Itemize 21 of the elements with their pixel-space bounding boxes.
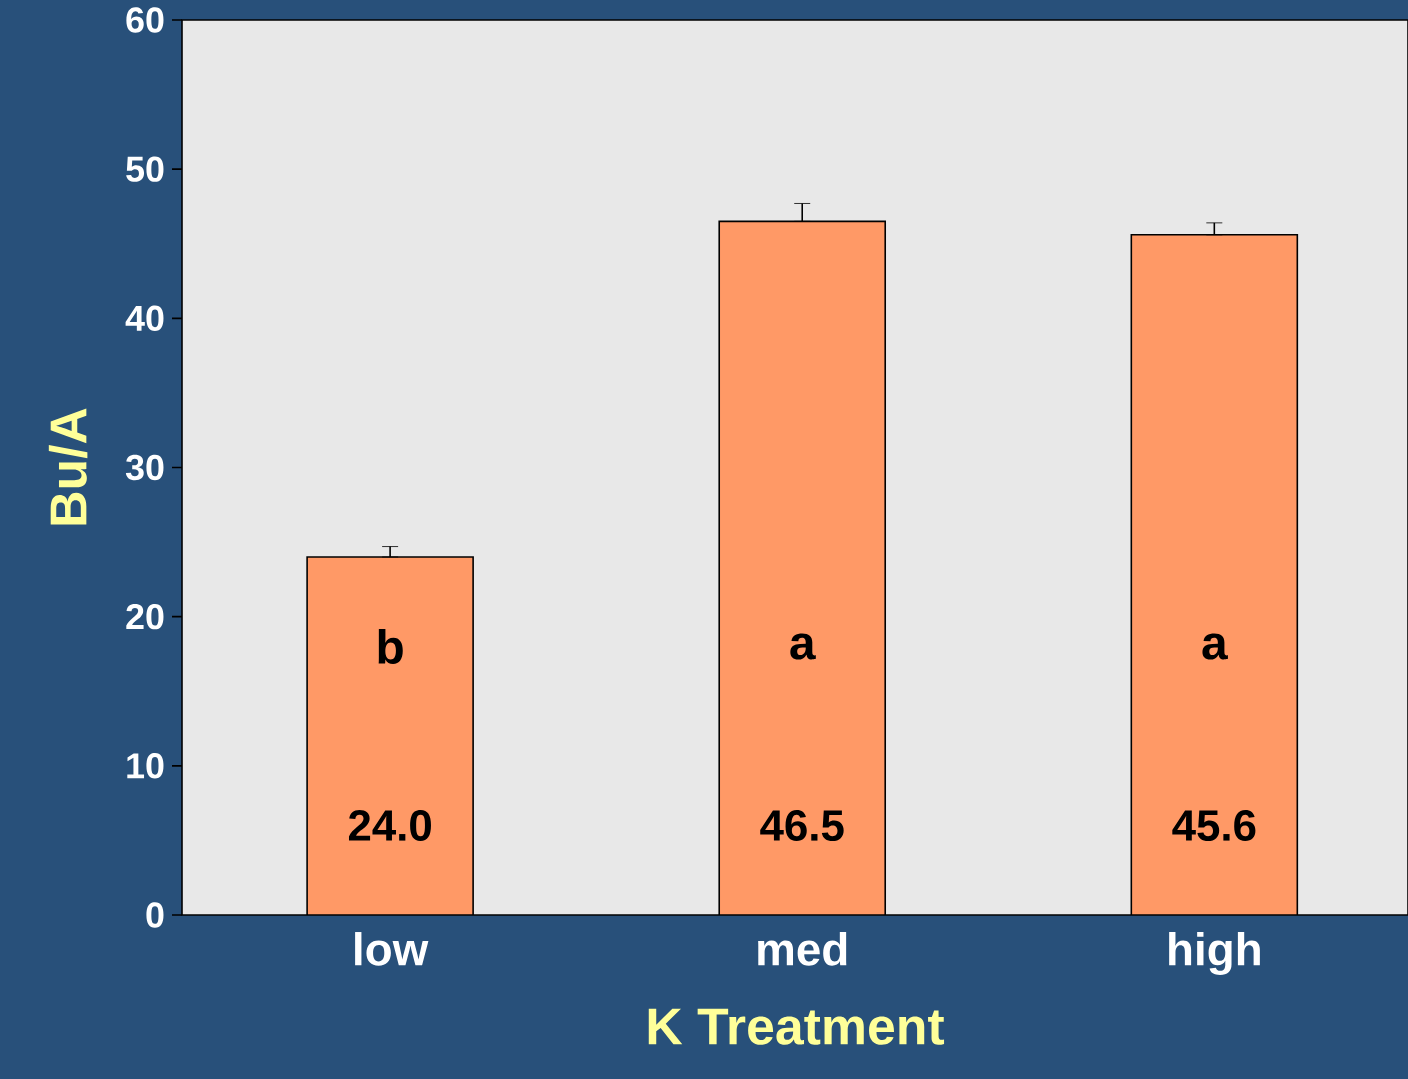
data-label: 46.5 (760, 809, 844, 842)
annotation: a (1202, 633, 1228, 660)
x-tick-label: med (758, 932, 847, 966)
y-tick-label: 40 (125, 305, 164, 332)
bar (1130, 234, 1299, 915)
annotation: b (378, 628, 403, 665)
annotation: a (790, 633, 816, 660)
y-tick-label: 10 (127, 753, 164, 779)
y-tick-label: 50 (126, 156, 164, 182)
y-axis-title: Bu/A (48, 408, 88, 525)
y-tick-label: 30 (125, 454, 164, 481)
bar (718, 220, 887, 915)
y-tick-label: 60 (126, 7, 164, 33)
bar (306, 556, 474, 915)
x-axis-title: K Treatment (648, 1008, 945, 1045)
x-tick-label: high (1169, 932, 1260, 975)
data-label: 24.0 (348, 809, 431, 842)
data-label: 45.6 (1172, 809, 1256, 842)
x-tick-label: low (355, 932, 429, 966)
y-tick-label: 20 (126, 603, 164, 630)
y-tick-label: 0 (146, 902, 164, 928)
